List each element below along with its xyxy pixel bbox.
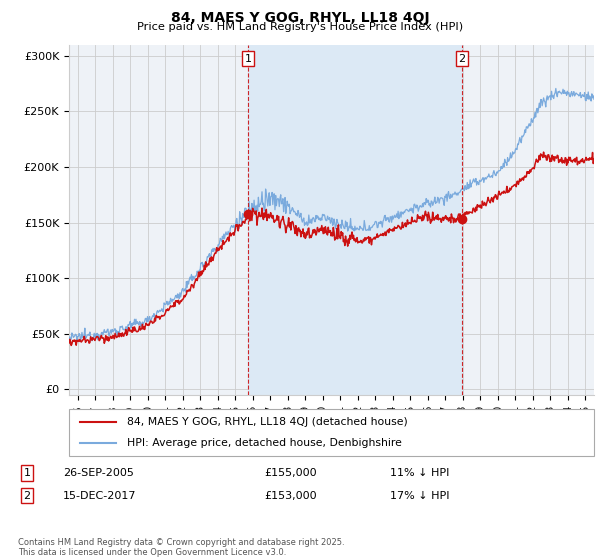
- Text: 84, MAES Y GOG, RHYL, LL18 4QJ: 84, MAES Y GOG, RHYL, LL18 4QJ: [170, 11, 430, 25]
- Text: 17% ↓ HPI: 17% ↓ HPI: [390, 491, 449, 501]
- Text: 2: 2: [23, 491, 31, 501]
- Text: £153,000: £153,000: [264, 491, 317, 501]
- Text: 2: 2: [458, 54, 466, 64]
- Text: 26-SEP-2005: 26-SEP-2005: [63, 468, 134, 478]
- Text: £155,000: £155,000: [264, 468, 317, 478]
- Text: HPI: Average price, detached house, Denbighshire: HPI: Average price, detached house, Denb…: [127, 438, 401, 448]
- Text: 11% ↓ HPI: 11% ↓ HPI: [390, 468, 449, 478]
- Text: 1: 1: [245, 54, 251, 64]
- FancyBboxPatch shape: [69, 409, 594, 456]
- Text: Price paid vs. HM Land Registry's House Price Index (HPI): Price paid vs. HM Land Registry's House …: [137, 22, 463, 32]
- Text: 15-DEC-2017: 15-DEC-2017: [63, 491, 137, 501]
- Text: 1: 1: [23, 468, 31, 478]
- Text: Contains HM Land Registry data © Crown copyright and database right 2025.
This d: Contains HM Land Registry data © Crown c…: [18, 538, 344, 557]
- Text: 84, MAES Y GOG, RHYL, LL18 4QJ (detached house): 84, MAES Y GOG, RHYL, LL18 4QJ (detached…: [127, 417, 407, 427]
- Bar: [248, 45, 462, 395]
